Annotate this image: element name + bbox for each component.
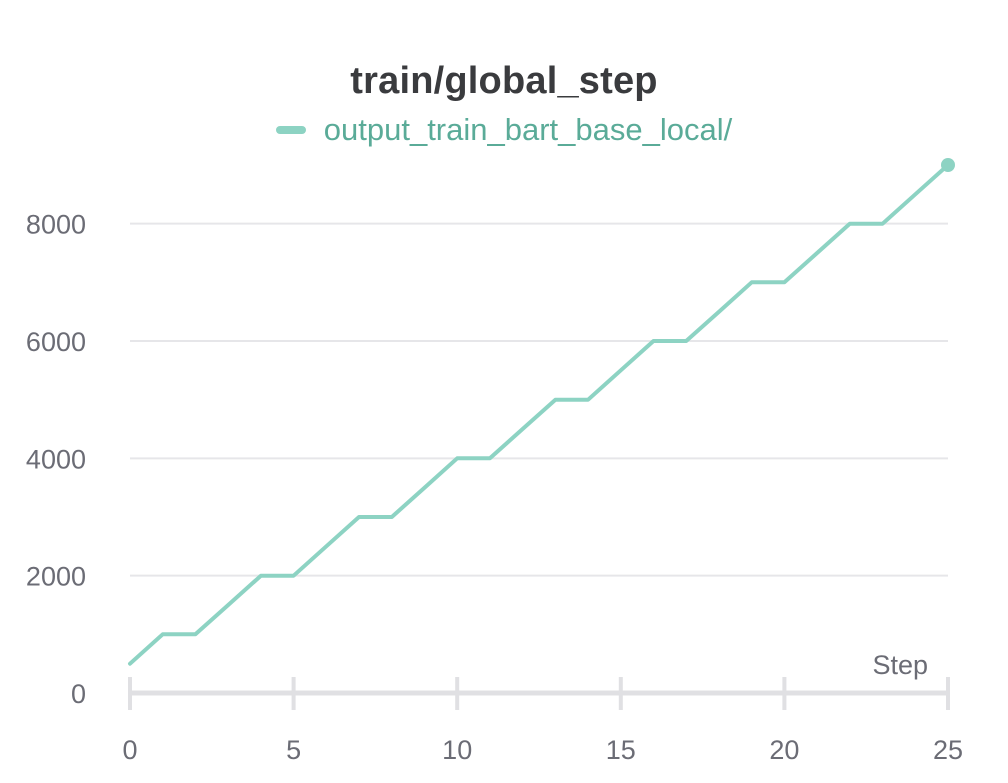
x-tick-label: 25: [933, 735, 963, 765]
x-tick-label: 5: [286, 735, 301, 765]
legend-swatch: [275, 126, 306, 134]
data-point: [941, 158, 955, 172]
y-tick-label: 8000: [26, 210, 86, 240]
x-tick-label: 15: [606, 735, 636, 765]
series-line: [128, 163, 950, 666]
y-tick-label: 4000: [26, 444, 86, 474]
x-tick-label: 20: [769, 735, 799, 765]
chart-legend[interactable]: output_train_bart_base_local/: [0, 112, 1008, 148]
x-tick-label: 10: [442, 735, 472, 765]
x-tick-label: 0: [122, 735, 137, 765]
y-tick-label: 0: [71, 679, 86, 709]
chart-title: train/global_step: [350, 60, 658, 102]
y-tick-label: 2000: [26, 562, 86, 592]
legend-label: output_train_bart_base_local/: [323, 112, 733, 147]
y-tick-label: 6000: [26, 327, 86, 357]
x-axis-label: Step: [872, 650, 928, 680]
